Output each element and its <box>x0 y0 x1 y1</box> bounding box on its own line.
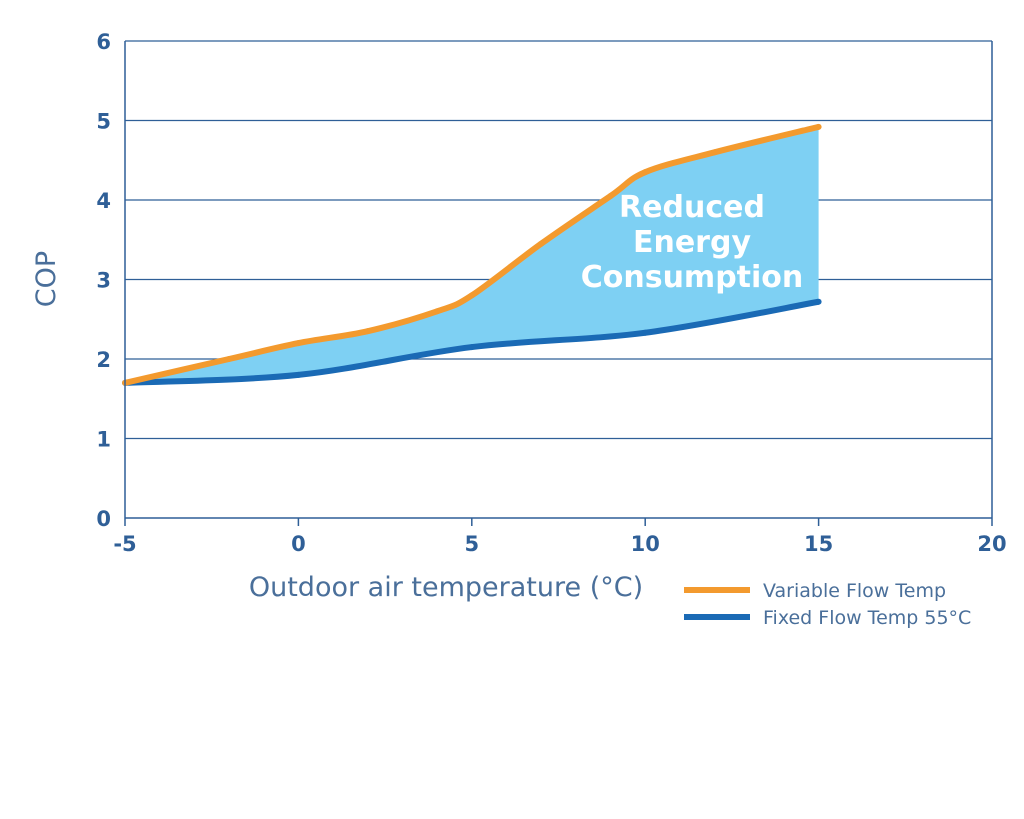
y-axis-title: COP <box>31 251 62 307</box>
x-tick-label-0: 0 <box>291 532 306 556</box>
data-point-fixed-flow-temp-55-c-2 <box>468 344 475 351</box>
y-tick-label-3: 3 <box>96 269 111 293</box>
y-tick-label-0: 0 <box>96 507 111 531</box>
annotation: Reduced Energy Consumption <box>581 190 804 295</box>
y-tick-label-2: 2 <box>96 348 111 372</box>
reduced-energy-fill-area <box>125 126 819 383</box>
data-point-variable-flow-temp-2 <box>295 340 302 347</box>
y-tick-label-4: 4 <box>96 189 111 213</box>
data-point-fixed-flow-temp-55-c-1 <box>295 371 302 378</box>
data-point-fixed-flow-temp-55-c-4 <box>815 298 822 305</box>
series-lines <box>122 123 822 386</box>
data-point-fixed-flow-temp-55-c-3 <box>642 329 649 336</box>
x-tick-label-5: 5 <box>464 532 479 556</box>
annotation-line-3: Consumption <box>581 260 804 295</box>
y-tick-label-5: 5 <box>96 110 111 134</box>
data-point-variable-flow-temp-9 <box>711 149 718 156</box>
x-tick-label-10: 10 <box>631 532 660 556</box>
plot-frame <box>124 41 993 526</box>
data-point-variable-flow-temp-8 <box>642 169 649 176</box>
data-point-variable-flow-temp-3 <box>364 328 371 335</box>
data-point-variable-flow-temp-6 <box>538 240 545 247</box>
annotation-line-1: Reduced <box>619 190 765 225</box>
x-axis-title: Outdoor air temperature (°C) <box>249 572 643 603</box>
legend-label-fixed: Fixed Flow Temp 55°C <box>763 607 971 629</box>
legend-label-variable: Variable Flow Temp <box>763 580 946 602</box>
y-tick-label-6: 6 <box>96 30 111 54</box>
data-point-variable-flow-temp-5 <box>468 292 475 299</box>
data-point-variable-flow-temp-1 <box>226 356 233 362</box>
data-point-variable-flow-temp-10 <box>815 123 822 130</box>
legend: Variable Flow Temp Fixed Flow Temp 55°C <box>684 580 971 629</box>
x-tick-label--5: -5 <box>113 532 136 556</box>
y-tick-label-1: 1 <box>96 428 111 452</box>
x-tick-label-15: 15 <box>804 532 833 556</box>
x-tick-label-20: 20 <box>977 532 1006 556</box>
annotation-line-2: Energy <box>633 225 751 260</box>
data-point-variable-flow-temp-4 <box>434 308 441 315</box>
data-point-variable-flow-temp-7 <box>607 193 614 200</box>
